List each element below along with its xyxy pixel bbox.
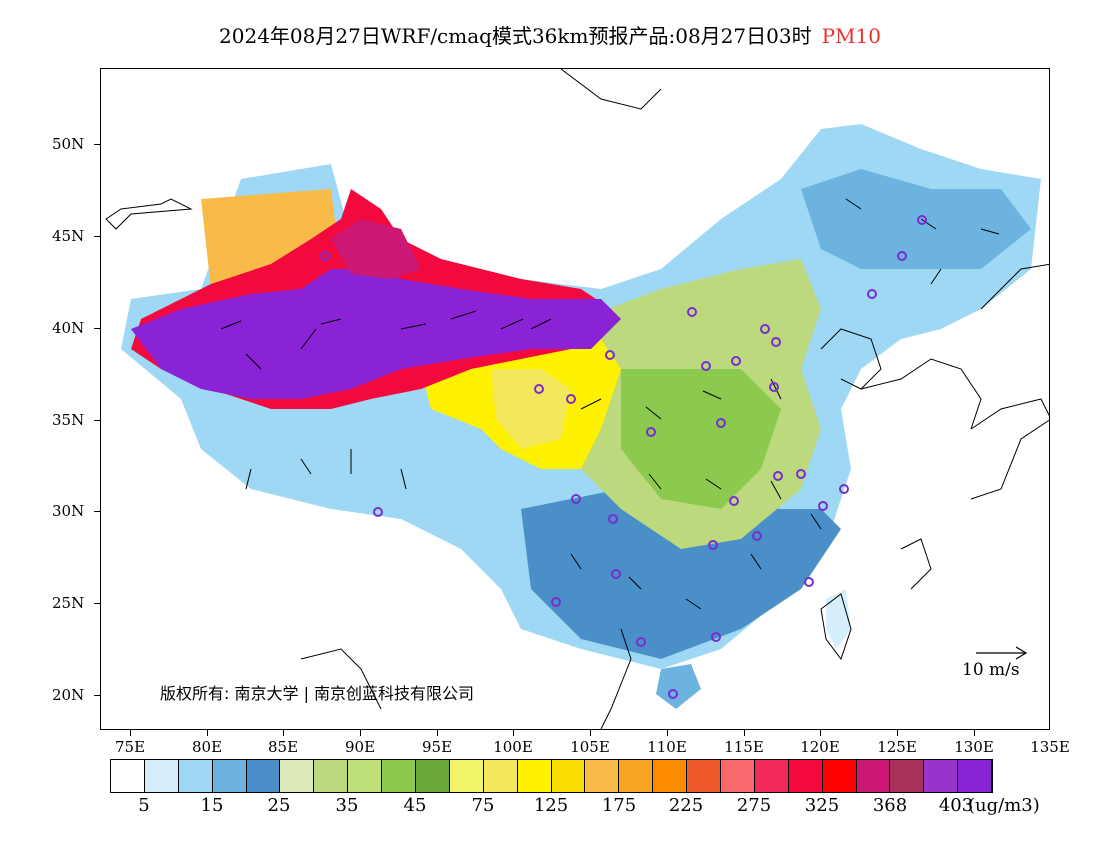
lon-tick bbox=[744, 730, 745, 736]
lon-label-85e: 85E bbox=[267, 738, 299, 756]
colorbar-label: 175 bbox=[601, 795, 637, 816]
wind-vectors bbox=[220, 198, 1000, 610]
lat-label-35n: 35N bbox=[52, 411, 85, 429]
lon-label-115e: 115E bbox=[724, 738, 764, 756]
lon-tick bbox=[513, 730, 514, 736]
lon-label-75e: 75E bbox=[114, 738, 146, 756]
lat-label-45n: 45N bbox=[52, 227, 85, 245]
colorbar-swatch bbox=[483, 760, 518, 792]
lon-tick bbox=[667, 730, 668, 736]
colorbar-label: 225 bbox=[668, 795, 704, 816]
colorbar-swatch bbox=[449, 760, 484, 792]
lat-tick bbox=[94, 236, 100, 237]
colorbar-label: 125 bbox=[533, 795, 569, 816]
colorbar-swatch bbox=[958, 760, 993, 792]
colorbar-label: 45 bbox=[403, 795, 427, 816]
lon-tick bbox=[207, 730, 208, 736]
city-markers bbox=[320, 215, 927, 699]
lat-label-20n: 20N bbox=[52, 686, 85, 704]
colorbar-label: 25 bbox=[267, 795, 291, 816]
colorbar-swatch bbox=[314, 760, 349, 792]
lon-tick bbox=[897, 730, 898, 736]
lat-tick bbox=[94, 695, 100, 696]
lat-label-40n: 40N bbox=[52, 319, 85, 337]
colorbar-swatch bbox=[653, 760, 688, 792]
lon-label-95e: 95E bbox=[421, 738, 453, 756]
colorbar-swatch bbox=[856, 760, 891, 792]
lat-label-30n: 30N bbox=[52, 502, 85, 520]
colorbar-label: 275 bbox=[736, 795, 772, 816]
lat-tick bbox=[94, 420, 100, 421]
colorbar-swatch bbox=[212, 760, 247, 792]
lon-label-80e: 80E bbox=[191, 738, 223, 756]
lat-tick bbox=[94, 603, 100, 604]
lon-label-90e: 90E bbox=[344, 738, 376, 756]
wind-scale-arrow bbox=[976, 646, 1028, 660]
colorbar-label: 15 bbox=[200, 795, 224, 816]
colorbar-swatch bbox=[754, 760, 789, 792]
colorbar-label: 325 bbox=[804, 795, 840, 816]
colorbar-swatch bbox=[348, 760, 383, 792]
colorbar-swatch bbox=[585, 760, 620, 792]
lon-label-110e: 110E bbox=[647, 738, 687, 756]
colorbar-swatch bbox=[551, 760, 586, 792]
colorbar-label: 75 bbox=[471, 795, 495, 816]
colorbar-label: 368 bbox=[872, 795, 908, 816]
chart-title: 2024年08月27日WRF/cmaq模式36km预报产品:08月27日03时 P… bbox=[0, 20, 1100, 49]
concentration-map bbox=[105, 69, 1049, 729]
lat-label-25n: 25N bbox=[52, 594, 85, 612]
colorbar-swatch bbox=[517, 760, 552, 792]
colorbar-swatch bbox=[619, 760, 654, 792]
lon-tick bbox=[283, 730, 284, 736]
colorbar-swatch bbox=[721, 760, 755, 792]
boundary-lines bbox=[105, 69, 1049, 729]
colorbar-label: 35 bbox=[335, 795, 359, 816]
colorbar-swatch bbox=[178, 760, 213, 792]
colorbar-label: 5 bbox=[138, 795, 150, 816]
lon-label-135e: 135E bbox=[1030, 738, 1070, 756]
colorbar-swatch bbox=[890, 760, 925, 792]
colorbar-swatch bbox=[280, 760, 315, 792]
colorbar-swatch bbox=[788, 760, 823, 792]
colorbar-swatch bbox=[687, 760, 722, 792]
lon-label-100e: 100E bbox=[493, 738, 533, 756]
lon-tick bbox=[130, 730, 131, 736]
lon-tick bbox=[974, 730, 975, 736]
colorbar-swatch bbox=[111, 760, 145, 792]
colorbar-swatch bbox=[144, 760, 179, 792]
colorbar-swatch bbox=[416, 760, 450, 792]
lon-label-120e: 120E bbox=[800, 738, 840, 756]
pm10-field bbox=[121, 124, 1041, 709]
lat-tick bbox=[94, 328, 100, 329]
lon-label-125e: 125E bbox=[877, 738, 917, 756]
colorbar-swatch bbox=[822, 760, 857, 792]
map-panel bbox=[100, 68, 1050, 730]
wind-scale-label: 10 m/s bbox=[962, 660, 1020, 680]
colorbar-unit: (ug/m3) bbox=[968, 795, 1040, 816]
colorbar-swatch bbox=[382, 760, 417, 792]
lon-tick bbox=[437, 730, 438, 736]
lon-tick bbox=[360, 730, 361, 736]
colorbar bbox=[110, 759, 994, 793]
colorbar-swatch bbox=[924, 760, 959, 792]
lon-label-105e: 105E bbox=[570, 738, 610, 756]
lat-tick bbox=[94, 144, 100, 145]
lon-tick bbox=[820, 730, 821, 736]
colorbar-swatch bbox=[246, 760, 281, 792]
colorbar-label: 403 bbox=[938, 795, 974, 816]
title-main: 2024年08月27日WRF/cmaq模式36km预报产品:08月27日03时 bbox=[219, 24, 812, 48]
title-product: PM10 bbox=[821, 24, 881, 48]
lon-label-130e: 130E bbox=[954, 738, 994, 756]
lon-tick bbox=[590, 730, 591, 736]
lat-label-50n: 50N bbox=[52, 135, 85, 153]
lat-tick bbox=[94, 511, 100, 512]
copyright-text: 版权所有: 南京大学 | 南京创蓝科技有限公司 bbox=[160, 684, 475, 703]
